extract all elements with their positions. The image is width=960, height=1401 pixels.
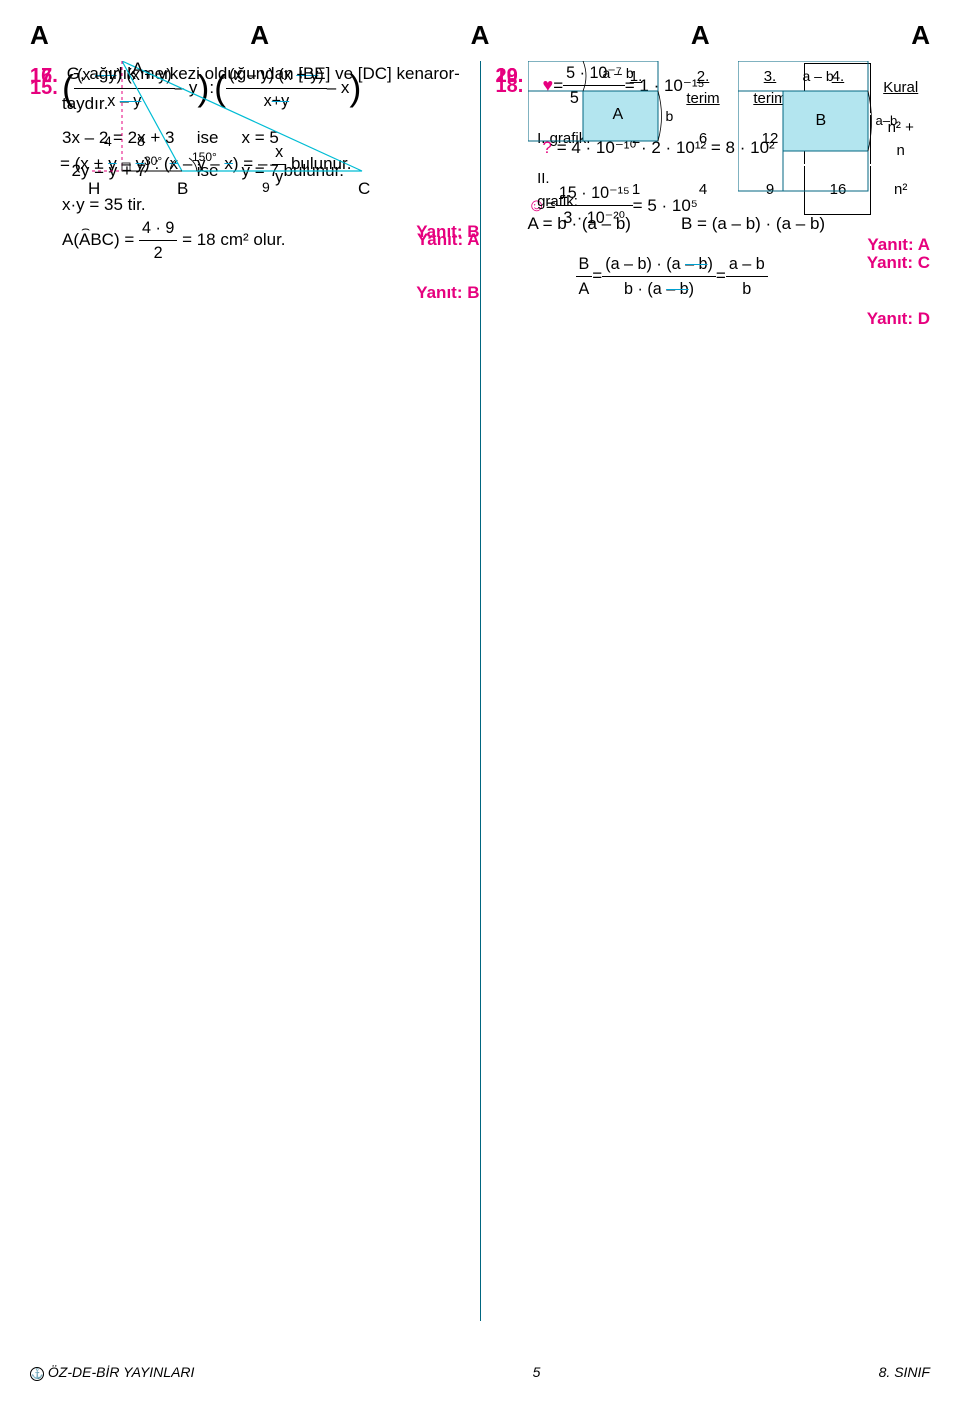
hdr-a: A [30,20,49,51]
q17-lbl-9: 9 [262,177,270,198]
q20-answer: Yanıt: D [496,306,931,332]
q17-lbl-4: 4 [104,131,112,152]
q20a-lbl-amb: a – b [603,63,634,84]
q17-lbl-C: C [358,176,370,202]
eq-sign: = [592,263,602,289]
eq-sign: = [716,263,726,289]
q20-ratio-lhs: B A [576,252,593,301]
q20-number: 20. [496,61,528,201]
q17-formula-frac: 4 · 9 2 [139,216,177,265]
hdr-a: A [911,20,930,51]
q17-number: 17. [30,61,62,201]
q20b-lbl-B: B [816,109,827,133]
q17-lbl-A: A [132,56,143,82]
q20b-lbl-amb: a – b [803,66,834,87]
q17-lbl-H: H [88,176,100,202]
q17-formula-end: = 18 cm² olur. [182,230,285,249]
q17-lbl-8: 8 [137,131,145,152]
q17-formula-prefix: A(⌢ABC) = [62,230,139,249]
q17-answer: Yanıt: B [30,280,480,306]
footer-page: 5 [533,1364,541,1381]
header-row: A A A A A [30,20,930,51]
q20-eqA: A = b · (a – b) [528,211,631,237]
q20-ratio-rhs: a – b b [726,252,768,301]
hdr-a: A [250,20,269,51]
footer-grade: 8. SINIF [879,1364,930,1381]
q17-lbl-150: 150° [192,148,217,166]
q20-eqB: B = (a – b) · (a – b) [681,211,825,237]
hdr-a: A [471,20,490,51]
q20a-lbl-A: A [613,103,624,127]
footer-publisher: ⚓ ÖZ-DE-BİR YAYINLARI [30,1364,194,1381]
q17-lbl-30: 30° [144,152,162,170]
q20-ratio-mid: (a – b) · (a – b) b · (a – b) [602,252,716,301]
q17-lbl-B: B [177,176,188,202]
q20a-lbl-b: b [666,106,674,127]
page-footer: ⚓ ÖZ-DE-BİR YAYINLARI 5 8. SINIF [30,1364,930,1381]
q20b-lbl-abmb: a–b [876,111,898,131]
hdr-a: A [691,20,710,51]
